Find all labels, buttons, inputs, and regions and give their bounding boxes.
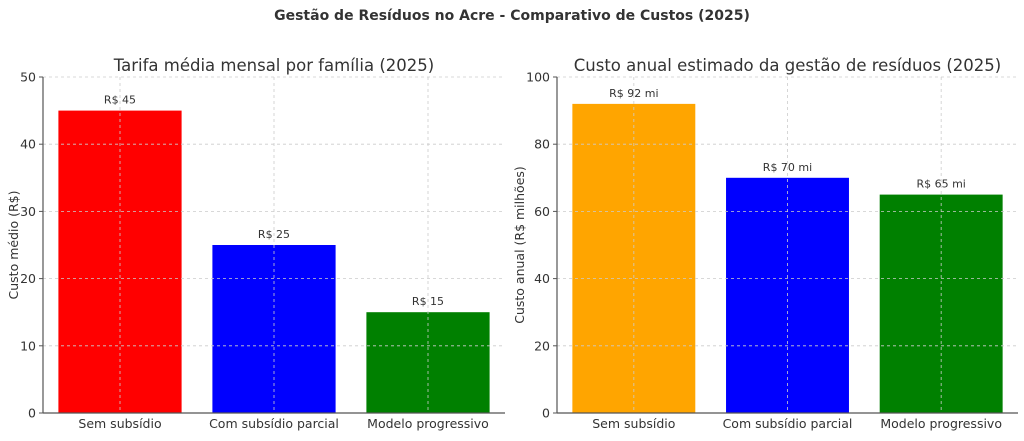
y-tick-label: 20 — [20, 271, 36, 286]
figure-title: Gestão de Resíduos no Acre - Comparativo… — [274, 8, 750, 24]
y-tick-label: 80 — [534, 137, 550, 152]
y-tick-label: 100 — [526, 70, 550, 85]
x-tick-label: Modelo progressivo — [880, 416, 1002, 431]
y-tick-label: 50 — [20, 70, 36, 85]
y-tick-label: 20 — [534, 338, 550, 353]
x-tick-label: Sem subsídio — [592, 416, 675, 431]
x-tick-label: Com subsídio parcial — [209, 416, 339, 431]
y-tick-label: 0 — [542, 406, 550, 421]
bar-1-2 — [879, 194, 1003, 413]
y-tick-label: 60 — [534, 204, 550, 219]
y-axis-label: Custo médio (R$) — [6, 191, 21, 300]
y-tick-label: 40 — [20, 137, 36, 152]
x-tick-label: Modelo progressivo — [367, 416, 489, 431]
y-tick-label: 0 — [28, 406, 36, 421]
data-label: R$ 65 mi — [916, 178, 965, 191]
y-tick-label: 30 — [20, 204, 36, 219]
chart-title: Custo anual estimado da gestão de resídu… — [574, 56, 1001, 75]
y-tick-label: 10 — [20, 338, 36, 353]
x-tick-label: Sem subsídio — [78, 416, 161, 431]
y-axis-label: Custo anual (R$ milhões) — [512, 166, 527, 324]
chart-title: Tarifa média mensal por família (2025) — [113, 56, 434, 75]
y-tick-label: 40 — [534, 271, 550, 286]
x-tick-label: Com subsídio parcial — [723, 416, 853, 431]
data-label: R$ 92 mi — [609, 87, 658, 100]
data-label: R$ 45 — [104, 94, 136, 107]
